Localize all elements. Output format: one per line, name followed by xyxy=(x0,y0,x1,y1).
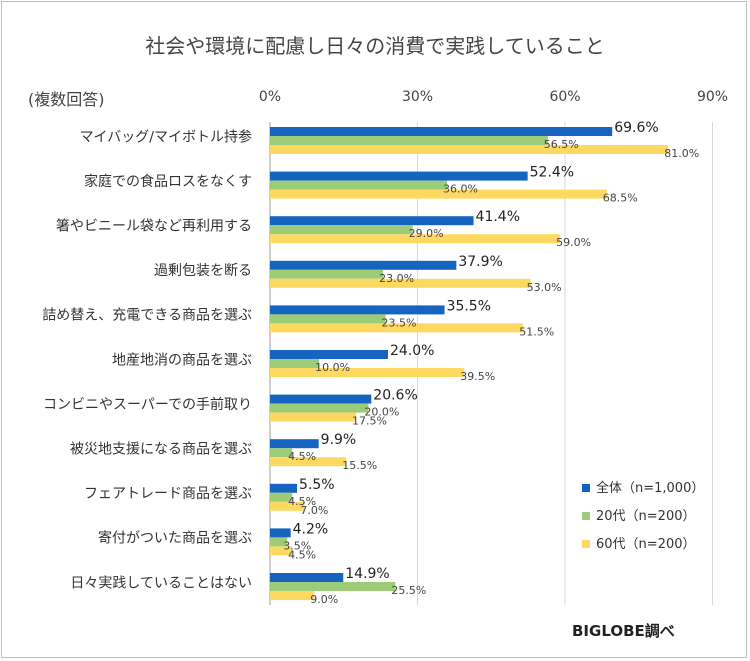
bar xyxy=(270,394,372,404)
legend-swatch xyxy=(582,484,590,492)
bar xyxy=(270,537,288,547)
data-label: 4.2% xyxy=(293,521,329,537)
bar xyxy=(270,305,445,315)
bar xyxy=(270,260,457,270)
bar xyxy=(270,234,561,244)
data-label: 20.0% xyxy=(364,406,399,419)
data-label: 15.5% xyxy=(342,459,377,472)
bar xyxy=(270,350,388,359)
bar xyxy=(270,216,474,226)
data-label: 14.9% xyxy=(345,566,389,582)
bar xyxy=(270,582,396,591)
data-label: 9.0% xyxy=(310,593,338,606)
data-label: 56.5% xyxy=(544,138,579,151)
category-label: コンビニやスーパーでの手前取り xyxy=(43,396,252,413)
data-label: 20.6% xyxy=(373,388,417,404)
data-label: 53.0% xyxy=(527,281,562,294)
category-labels: マイバッグ/マイボトル持参家庭での食品ロスをなくす箸やビニール袋など再利用する過… xyxy=(42,128,252,591)
category-label: 地産地消の商品を選ぶ xyxy=(112,352,252,368)
bar xyxy=(270,278,531,288)
category-label: マイバッグ/マイボトル持参 xyxy=(80,128,252,145)
bar xyxy=(270,171,528,181)
chart-title: 社会や環境に配慮し日々の消費で実践していること xyxy=(145,34,605,58)
bar xyxy=(270,136,548,145)
data-label: 7.0% xyxy=(300,504,328,517)
data-label: 36.0% xyxy=(443,183,478,196)
data-label: 35.5% xyxy=(447,298,491,314)
data-label: 23.5% xyxy=(382,316,417,329)
bar xyxy=(270,145,669,154)
bar xyxy=(270,314,386,324)
data-label: 81.0% xyxy=(664,147,699,160)
x-tick-label: 90% xyxy=(697,89,728,105)
data-label: 4.5% xyxy=(288,495,316,508)
axis-ticks: 0% 30% 60% 90% xyxy=(259,89,728,105)
data-label: 59.0% xyxy=(556,236,591,249)
legend-label: 全体（n=1,000） xyxy=(596,480,704,496)
data-label: 25.5% xyxy=(391,584,426,597)
data-labels: 69.6% 56.5% 81.0% 52.4% 36.0% 68.5% 41.4% 29.0%… xyxy=(283,120,699,606)
data-label: 4.5% xyxy=(288,450,316,463)
bar xyxy=(270,483,298,493)
legend: 全体（n=1,000） 20代（n=200） 60代（n=200） xyxy=(582,480,704,552)
data-label: 17.5% xyxy=(352,415,387,428)
bar xyxy=(270,323,524,333)
bar xyxy=(270,412,357,422)
bar xyxy=(270,492,293,502)
data-label: 3.5% xyxy=(283,539,311,552)
category-label: フェアトレード商品を選ぶ xyxy=(84,486,252,502)
multiple-answer-note: (複数回答) xyxy=(28,90,105,109)
data-label: 9.9% xyxy=(321,432,357,448)
data-label: 39.5% xyxy=(460,370,495,383)
bar xyxy=(270,591,315,600)
source-credit: BIGLOBE調べ xyxy=(572,622,675,640)
data-label: 24.0% xyxy=(390,343,434,359)
data-label: 41.4% xyxy=(476,209,520,225)
x-tick-label: 60% xyxy=(549,89,580,105)
category-label: 寄付がついた商品を選ぶ xyxy=(98,530,252,547)
bar xyxy=(270,439,319,449)
x-tick-label: 30% xyxy=(402,89,433,105)
data-label: 52.4% xyxy=(530,165,574,181)
bar xyxy=(270,573,344,582)
category-label: 詰め替え、充電できる商品を選ぶ xyxy=(42,308,252,324)
data-label: 68.5% xyxy=(603,192,638,205)
bar xyxy=(270,368,465,377)
bar xyxy=(270,501,305,511)
data-label: 69.6% xyxy=(614,120,658,136)
data-label: 23.0% xyxy=(379,272,414,285)
category-label: 過剰包装を断る xyxy=(154,263,252,279)
bar xyxy=(270,359,320,368)
data-label: 37.9% xyxy=(458,254,502,270)
bar xyxy=(270,180,447,190)
legend-label: 20代（n=200） xyxy=(596,509,696,524)
data-label: 10.0% xyxy=(315,361,350,374)
category-label: 日々実践していることはない xyxy=(70,575,252,591)
bar xyxy=(270,127,613,136)
legend-label: 60代（n=200） xyxy=(596,537,696,552)
category-label: 被災地支援になる商品を選ぶ xyxy=(70,442,252,458)
bar xyxy=(270,269,384,279)
bar xyxy=(270,457,347,467)
bar xyxy=(270,225,413,235)
data-label: 4.5% xyxy=(288,548,316,561)
data-label: 5.5% xyxy=(299,477,335,493)
data-label: 51.5% xyxy=(519,325,554,338)
category-label: 家庭での食品ロスをなくす xyxy=(84,173,252,190)
category-label: 箸やビニール袋など再利用する xyxy=(56,218,252,235)
data-label: 29.0% xyxy=(409,227,444,240)
legend-swatch xyxy=(582,512,590,520)
bar xyxy=(270,448,293,458)
bar xyxy=(270,403,369,413)
bar xyxy=(270,528,291,538)
bar xyxy=(270,546,293,556)
grid-lines xyxy=(269,122,713,605)
legend-swatch xyxy=(582,540,590,548)
bars xyxy=(270,127,669,600)
bar xyxy=(270,189,607,199)
x-tick-label: 0% xyxy=(259,89,281,105)
